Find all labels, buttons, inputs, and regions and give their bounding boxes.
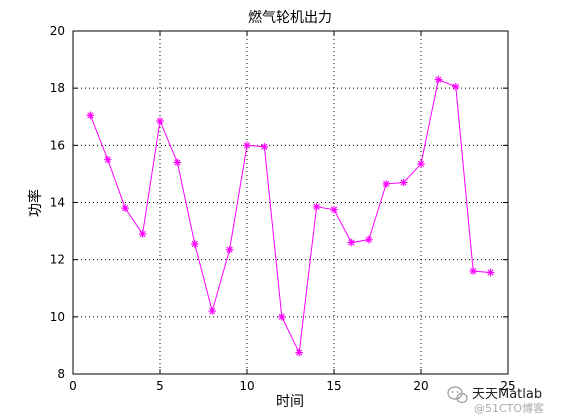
y-tick-label: 10 bbox=[50, 310, 65, 324]
data-point-marker bbox=[191, 240, 199, 248]
data-point-marker bbox=[417, 160, 425, 168]
x-axis-label: 时间 bbox=[276, 394, 304, 410]
data-point-marker bbox=[243, 141, 251, 150]
grid-lines bbox=[73, 31, 508, 374]
data-point-marker bbox=[486, 268, 495, 277]
watermark-subtext: @51CTO博客 bbox=[474, 401, 544, 415]
data-point-marker bbox=[312, 202, 321, 211]
watermark: 天天Matlab @51CTO博客 bbox=[447, 386, 544, 415]
y-tick-label: 18 bbox=[50, 81, 65, 95]
data-point-marker bbox=[382, 180, 390, 188]
data-point-marker bbox=[173, 158, 182, 167]
x-tick-label: 25 bbox=[500, 379, 515, 393]
series-line bbox=[89, 78, 491, 355]
data-point-marker bbox=[347, 238, 356, 247]
data-point-marker bbox=[138, 230, 147, 238]
data-point-marker bbox=[208, 307, 216, 315]
y-tick-label: 20 bbox=[50, 24, 65, 38]
watermark-text: 天天Matlab bbox=[472, 387, 542, 402]
y-tick-label: 16 bbox=[50, 138, 65, 152]
y-tick-labels: 8 10 12 14 16 18 20 bbox=[50, 24, 65, 381]
data-point-marker bbox=[86, 111, 95, 120]
data-point-marker bbox=[295, 348, 303, 357]
data-point-marker bbox=[365, 235, 373, 244]
x-tick-label: 20 bbox=[413, 379, 428, 393]
data-point-marker bbox=[278, 313, 286, 321]
data-point-marker bbox=[260, 142, 269, 151]
x-tick-label: 15 bbox=[326, 379, 341, 393]
data-point-marker bbox=[121, 204, 129, 213]
data-point-marker bbox=[156, 117, 164, 125]
series-layer bbox=[86, 75, 495, 357]
plot-area bbox=[72, 30, 509, 375]
chart-title: 燃气轮机出力 bbox=[248, 9, 332, 26]
plot-background bbox=[73, 31, 508, 374]
data-point-marker bbox=[434, 75, 443, 84]
x-tick-labels: 0 5 10 15 20 25 bbox=[69, 379, 515, 393]
wechat-icon bbox=[447, 386, 468, 404]
data-point-marker bbox=[104, 155, 112, 164]
y-tick-label: 12 bbox=[50, 253, 65, 267]
y-axis-label: 功率 bbox=[27, 189, 44, 217]
y-tick-label: 14 bbox=[50, 196, 65, 210]
data-point-marker bbox=[330, 205, 338, 214]
data-point-marker bbox=[452, 82, 460, 91]
x-tick-label: 0 bbox=[69, 379, 77, 393]
data-point-marker bbox=[225, 245, 234, 254]
x-tick-label: 5 bbox=[156, 379, 164, 393]
y-tick-label: 8 bbox=[57, 367, 65, 381]
axis-ticks bbox=[72, 30, 509, 375]
data-point-marker bbox=[469, 267, 477, 275]
data-point-marker bbox=[399, 178, 408, 187]
x-tick-label: 10 bbox=[239, 379, 254, 393]
